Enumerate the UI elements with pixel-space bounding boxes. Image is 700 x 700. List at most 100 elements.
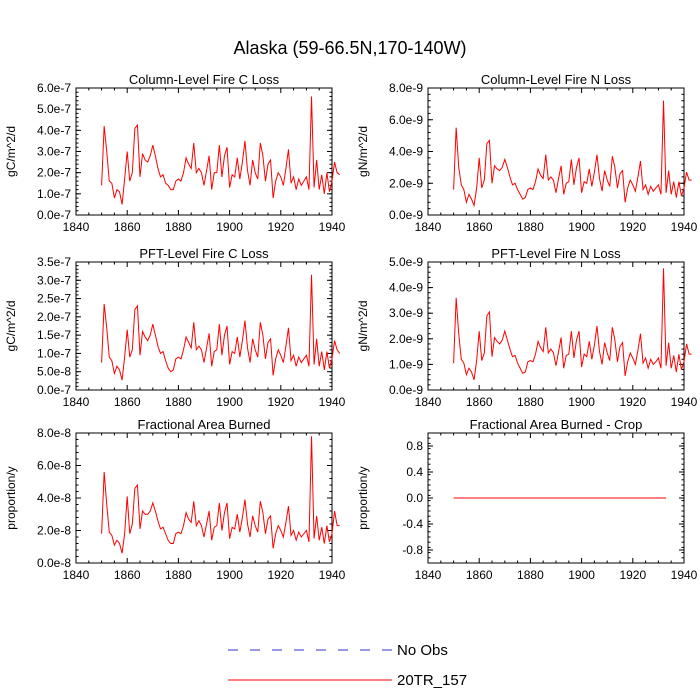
x-tick-label: 1880: [517, 568, 544, 582]
x-tick-label: 1880: [517, 220, 544, 234]
x-tick-label: 1860: [466, 395, 493, 409]
y-tick-label: 3.5e-7: [37, 255, 71, 269]
series-line-20tr-157: [101, 96, 340, 205]
panel-column-level-fire-n-loss: Column-Level Fire N Loss gN/m^2/d 1840 1860…: [356, 72, 698, 234]
panel-pft-level-fire-c-loss: PFT-Level Fire C Loss gC/m^2/d 1840 1860 188…: [4, 246, 346, 409]
y-tick-label: 6.0e-7: [37, 81, 71, 95]
y-tick-label: 0.8: [406, 439, 423, 453]
x-tick-label: 1920: [619, 395, 646, 409]
x-tick-label: 1900: [568, 220, 595, 234]
y-axis-label: gN/m^2/d: [356, 301, 370, 352]
y-tick-label: 0.0e-8: [37, 556, 71, 570]
y-axis-label: proportion/y: [4, 466, 18, 529]
plot-frame: [427, 261, 685, 391]
x-tick-label: 1920: [267, 220, 294, 234]
x-tick-label: 1940: [319, 568, 346, 582]
y-axis-label: proportion/y: [356, 466, 370, 529]
x-tick-label: 1920: [619, 568, 646, 582]
y-tick-label: 1.0e-9: [389, 357, 423, 371]
panel-title: PFT-Level Fire N Loss: [491, 246, 621, 261]
x-tick-label: 1860: [114, 220, 141, 234]
panel-fractional-area-burned: Fractional Area Burned proportion/y 1840 18…: [4, 417, 346, 582]
x-tick-label: 1860: [466, 568, 493, 582]
series-line-20tr-157: [453, 100, 692, 208]
x-tick-label: 1860: [114, 395, 141, 409]
y-tick-label: 2.0e-9: [389, 176, 423, 190]
panel-pft-level-fire-n-loss: PFT-Level Fire N Loss gN/m^2/d 1840 1860 188…: [356, 246, 698, 409]
panel-title: Column-Level Fire C Loss: [129, 72, 280, 87]
series-line-20tr-157: [101, 436, 340, 554]
x-tick-label: 1940: [319, 220, 346, 234]
x-tick-label: 1940: [319, 395, 346, 409]
y-tick-label: 5.0e-9: [389, 255, 423, 269]
series-line-20tr-157: [101, 274, 341, 381]
x-tick-label: 1940: [671, 568, 698, 582]
x-tick-label: 1900: [568, 568, 595, 582]
x-tick-label: 1840: [415, 220, 442, 234]
y-tick-label: 0.0e-7: [37, 383, 71, 397]
y-tick-label: 3.0e-7: [37, 145, 71, 159]
legend-label-no-obs: No Obs: [397, 642, 448, 659]
y-tick-label: 5.0e-7: [37, 102, 71, 116]
y-tick-label: 1.0e-7: [37, 187, 71, 201]
x-tick-label: 1880: [517, 395, 544, 409]
y-tick-label: 2.0e-8: [37, 524, 71, 538]
panel-title: Fractional Area Burned - Crop: [470, 417, 643, 432]
x-tick-label: 1920: [267, 395, 294, 409]
x-tick-label: 1840: [63, 395, 90, 409]
y-tick-label: 2.0e-7: [37, 166, 71, 180]
x-tick-label: 1940: [671, 395, 698, 409]
x-tick-label: 1900: [216, 220, 243, 234]
y-tick-label: 4.0e-9: [389, 281, 423, 295]
x-tick-label: 1840: [63, 220, 90, 234]
x-tick-label: 1880: [165, 568, 192, 582]
y-tick-label: -0.8: [402, 543, 423, 557]
x-tick-label: 1900: [568, 395, 595, 409]
plot-frame: [427, 87, 685, 216]
y-tick-label: 6.0e-8: [37, 459, 71, 473]
x-tick-label: 1860: [114, 568, 141, 582]
y-tick-label: 0.0e-9: [389, 208, 423, 222]
y-tick-label: 4.0e-9: [389, 145, 423, 159]
panel-title: Column-Level Fire N Loss: [481, 72, 632, 87]
panel-title: Fractional Area Burned: [138, 417, 271, 432]
x-tick-label: 1940: [671, 220, 698, 234]
panels: Column-Level Fire C Loss gC/m^2/d 1840 1860…: [4, 72, 698, 582]
y-tick-label: -0.4: [402, 517, 423, 531]
x-tick-label: 1880: [165, 395, 192, 409]
x-tick-label: 1880: [165, 220, 192, 234]
y-tick-label: 0.0e-9: [389, 383, 423, 397]
y-axis-label: gC/m^2/d: [4, 301, 18, 352]
legend: No Obs 20TR_157: [228, 642, 467, 689]
y-tick-label: 3.0e-9: [389, 306, 423, 320]
x-tick-label: 1840: [63, 568, 90, 582]
series-line-20tr-157: [453, 268, 692, 380]
x-tick-label: 1840: [415, 568, 442, 582]
y-tick-label: 0.0: [406, 491, 423, 505]
panel-fractional-area-burned-crop: Fractional Area Burned - Crop proportion/…: [356, 417, 698, 582]
x-tick-label: 1900: [216, 395, 243, 409]
y-axis-label: gN/m^2/d: [356, 126, 370, 177]
y-tick-label: 4.0e-7: [37, 123, 71, 137]
panel-title: PFT-Level Fire C Loss: [139, 246, 269, 261]
y-tick-label: 0.4: [406, 465, 423, 479]
main-title: Alaska (59-66.5N,170-140W): [233, 38, 466, 58]
panel-column-level-fire-c-loss: Column-Level Fire C Loss gC/m^2/d 1840 1860…: [4, 72, 346, 234]
y-tick-label: 2.0e-7: [37, 310, 71, 324]
y-tick-label: 5.0e-8: [37, 365, 71, 379]
x-tick-label: 1920: [619, 220, 646, 234]
y-tick-label: 8.0e-9: [389, 81, 423, 95]
y-tick-label: 2.5e-7: [37, 292, 71, 306]
y-tick-label: 1.5e-7: [37, 328, 71, 342]
legend-label-20tr-157: 20TR_157: [397, 672, 467, 689]
y-tick-label: 1.0e-7: [37, 346, 71, 360]
y-tick-label: 0.0e-7: [37, 208, 71, 222]
x-tick-label: 1900: [216, 568, 243, 582]
y-tick-label: 4.0e-8: [37, 491, 71, 505]
y-axis-label: gC/m^2/d: [4, 126, 18, 177]
plot-frame: [75, 261, 333, 391]
x-tick-label: 1920: [267, 568, 294, 582]
x-tick-label: 1840: [415, 395, 442, 409]
y-tick-label: 6.0e-9: [389, 113, 423, 127]
